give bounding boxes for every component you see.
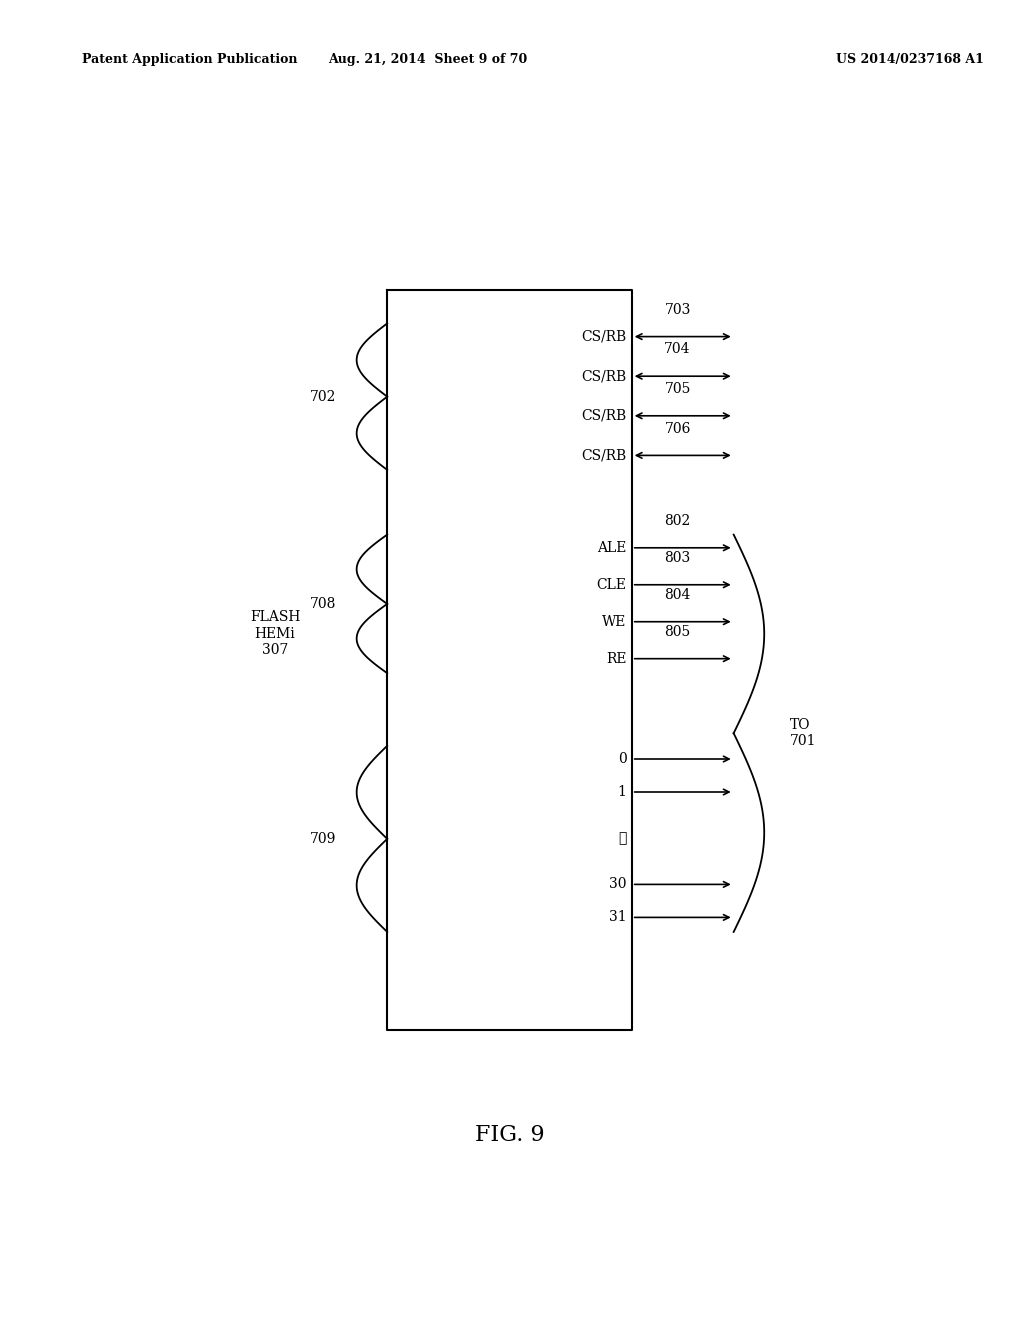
Text: CS/RB: CS/RB bbox=[582, 330, 627, 343]
Text: 709: 709 bbox=[310, 832, 336, 846]
Text: ⋯: ⋯ bbox=[618, 832, 627, 845]
Text: FLASH
HEMi
307: FLASH HEMi 307 bbox=[250, 610, 300, 657]
Text: 703: 703 bbox=[665, 302, 691, 317]
Text: US 2014/0237168 A1: US 2014/0237168 A1 bbox=[836, 53, 983, 66]
Text: Aug. 21, 2014  Sheet 9 of 70: Aug. 21, 2014 Sheet 9 of 70 bbox=[329, 53, 527, 66]
Text: 704: 704 bbox=[665, 342, 691, 356]
Text: 805: 805 bbox=[665, 624, 691, 639]
Text: 1: 1 bbox=[617, 785, 627, 799]
Text: CS/RB: CS/RB bbox=[582, 370, 627, 383]
Text: RE: RE bbox=[606, 652, 627, 665]
Text: CS/RB: CS/RB bbox=[582, 409, 627, 422]
Text: FIG. 9: FIG. 9 bbox=[475, 1125, 545, 1146]
Text: ALE: ALE bbox=[597, 541, 627, 554]
Text: 702: 702 bbox=[310, 389, 336, 404]
Text: 804: 804 bbox=[665, 587, 691, 602]
Text: 30: 30 bbox=[609, 878, 627, 891]
Text: 803: 803 bbox=[665, 550, 691, 565]
Text: 708: 708 bbox=[310, 597, 336, 611]
Text: 31: 31 bbox=[609, 911, 627, 924]
Text: 705: 705 bbox=[665, 381, 691, 396]
Text: 706: 706 bbox=[665, 421, 691, 436]
Text: 802: 802 bbox=[665, 513, 691, 528]
Text: TO
701: TO 701 bbox=[790, 718, 816, 748]
Text: WE: WE bbox=[602, 615, 627, 628]
Text: CLE: CLE bbox=[597, 578, 627, 591]
Text: 0: 0 bbox=[617, 752, 627, 766]
Text: Patent Application Publication: Patent Application Publication bbox=[82, 53, 297, 66]
Text: CS/RB: CS/RB bbox=[582, 449, 627, 462]
